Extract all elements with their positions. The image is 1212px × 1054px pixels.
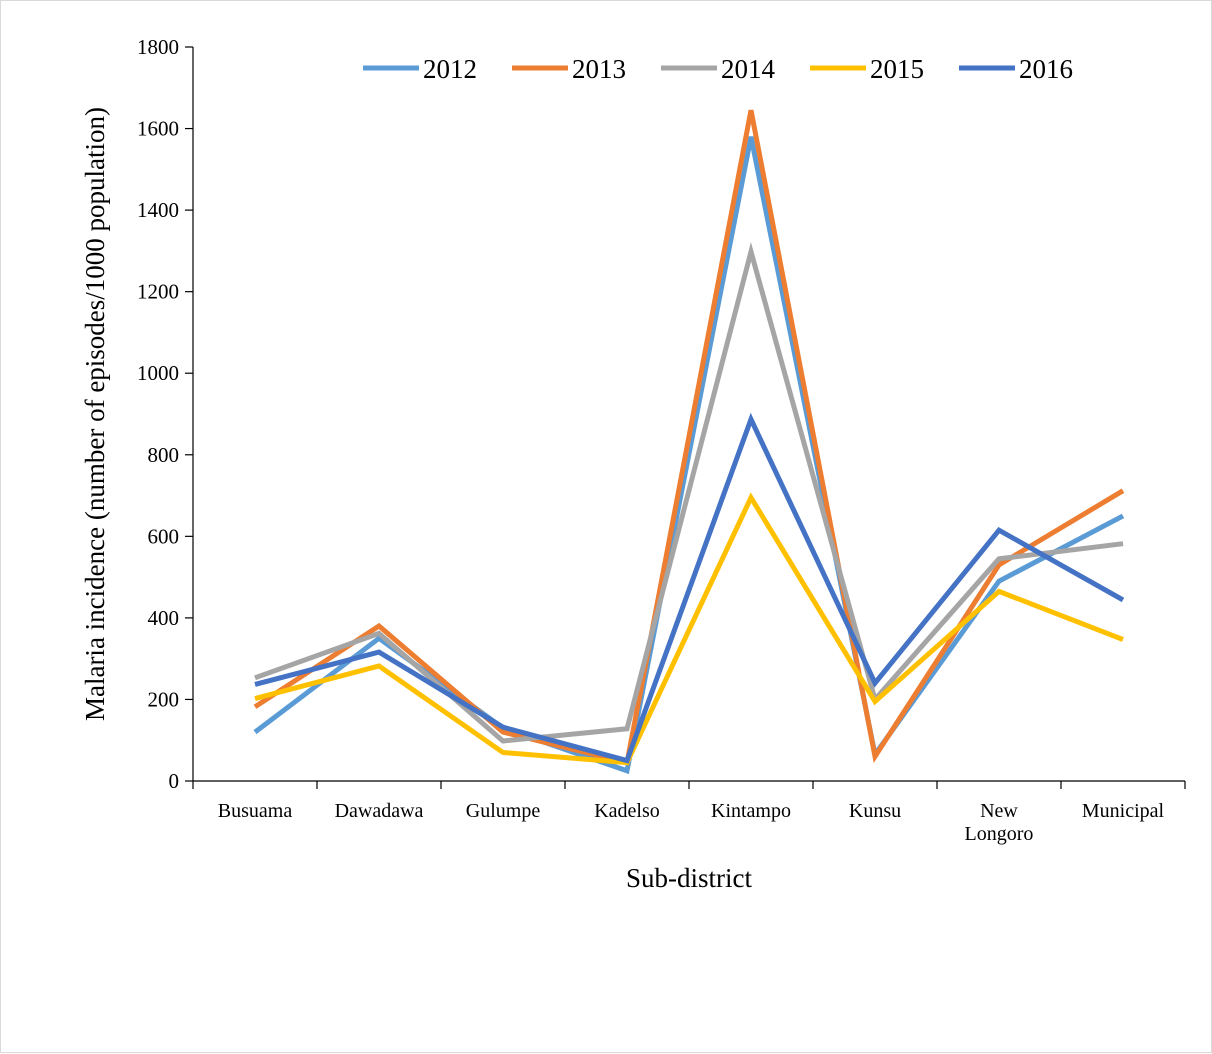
x-tick-label: Kintampo <box>711 800 791 822</box>
x-tick-label: Kunsu <box>849 800 901 822</box>
x-tick-label: Dawadawa <box>335 800 424 822</box>
series-layer <box>253 109 1125 775</box>
x-tick-label: Municipal <box>1082 800 1165 822</box>
y-tick-label: 400 <box>148 606 180 630</box>
series-line-2012 <box>253 136 1125 775</box>
x-axis-title: Sub-district <box>626 863 752 893</box>
x-ticks: Busuama Dawadawa Gulumpe Kadelso Kintampo Kun… <box>192 781 1186 845</box>
legend-label: 2014 <box>721 54 776 84</box>
x-tick-label: New Longoro <box>965 800 1034 845</box>
legend-label: 2015 <box>870 54 924 84</box>
series-line-2016 <box>254 412 1125 764</box>
y-tick-label: 800 <box>148 443 180 467</box>
x-tick-label: Gulumpe <box>466 800 541 822</box>
legend-label: 2016 <box>1019 54 1073 84</box>
series-line-2014 <box>254 242 1124 744</box>
legend-label: 2013 <box>572 54 626 84</box>
x-tick-label: Kadelso <box>594 800 660 822</box>
y-axis-title: Malaria incidence (number of episodes/10… <box>80 107 110 721</box>
series-line-2015 <box>254 492 1124 766</box>
y-tick-label: 1200 <box>137 280 179 304</box>
y-tick-label: 0 <box>169 769 180 793</box>
legend: 2012 2013 2014 2015 2016 <box>363 54 1073 84</box>
legend-label: 2012 <box>423 54 477 84</box>
y-tick-label: 1800 <box>137 35 179 59</box>
series-line-2013 <box>253 109 1125 766</box>
y-tick-label: 1400 <box>137 198 179 222</box>
x-tick-label: Busuama <box>218 800 293 822</box>
y-tick-label: 200 <box>148 687 180 711</box>
y-ticks: 0 200 400 600 800 1000 1200 1400 1600 1800 <box>137 35 193 793</box>
y-tick-label: 1600 <box>137 117 179 141</box>
y-tick-label: 600 <box>148 524 180 548</box>
y-tick-label: 1000 <box>137 361 179 385</box>
